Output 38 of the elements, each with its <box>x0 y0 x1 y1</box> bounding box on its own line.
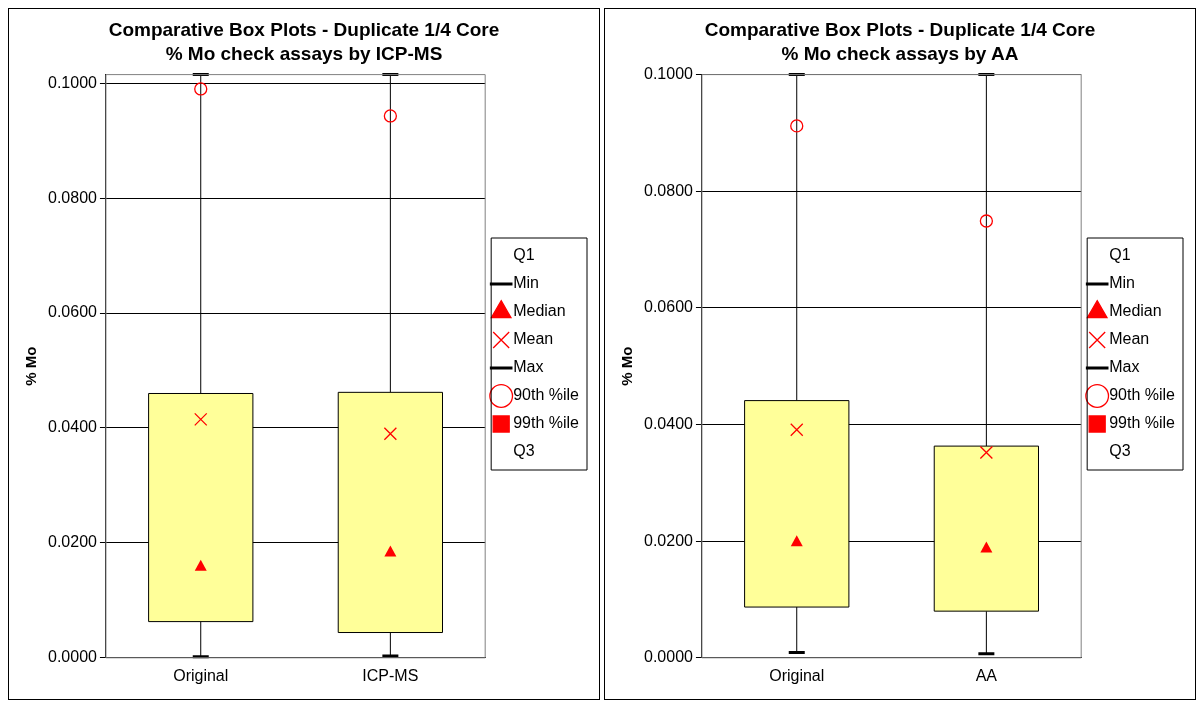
legend-label: Max <box>1109 358 1140 376</box>
y-tick-label: 0.0800 <box>48 188 98 206</box>
legend-label: Mean <box>513 330 554 348</box>
legend-label: Max <box>513 358 544 376</box>
y-tick-label: 0.1000 <box>48 73 98 91</box>
legend-label: 90th %ile <box>513 386 580 404</box>
legend-label: Q1 <box>513 246 535 264</box>
y-tick-label: 0.0600 <box>48 303 98 321</box>
y-tick-label: 0.1000 <box>644 65 694 83</box>
y-tick-label: 0.0600 <box>644 298 694 316</box>
legend-label: Min <box>513 274 539 292</box>
y-tick-label: 0.0400 <box>48 418 98 436</box>
chart-title: Comparative Box Plots - Duplicate 1/4 Core <box>108 18 500 40</box>
y-tick-label: 0.0800 <box>644 181 694 199</box>
legend-label: 99th %ile <box>1109 414 1176 432</box>
legend-label: Mean <box>1109 330 1150 348</box>
y-tick-label: 0.0000 <box>48 648 98 666</box>
legend-label: 90th %ile <box>1109 386 1176 404</box>
legend-label: Q1 <box>1109 246 1131 264</box>
legend-label: 99th %ile <box>513 414 580 432</box>
y-tick-label: 0.0200 <box>48 533 98 551</box>
legend-label: Min <box>1109 274 1135 292</box>
x-tick-label: AA <box>975 666 998 684</box>
chart-subtitle: % Mo check assays by ICP-MS <box>165 43 443 65</box>
legend-label: Q3 <box>1109 442 1131 460</box>
y-axis-title: % Mo <box>618 346 636 386</box>
x-tick-label: Original <box>173 666 229 684</box>
legend-label: Median <box>1109 302 1162 320</box>
y-tick-label: 0.0400 <box>644 414 694 432</box>
chart-title: Comparative Box Plots - Duplicate 1/4 Core <box>704 18 1096 40</box>
y-axis-title: % Mo <box>22 346 40 386</box>
chart-subtitle: % Mo check assays by AA <box>781 43 1019 65</box>
x-tick-label: Original <box>769 666 825 684</box>
y-tick-label: 0.0200 <box>644 531 694 549</box>
legend-label: Median <box>513 302 566 320</box>
legend-label: Q3 <box>513 442 535 460</box>
x-tick-label: ICP-MS <box>362 666 419 684</box>
y-tick-label: 0.0000 <box>644 648 694 666</box>
